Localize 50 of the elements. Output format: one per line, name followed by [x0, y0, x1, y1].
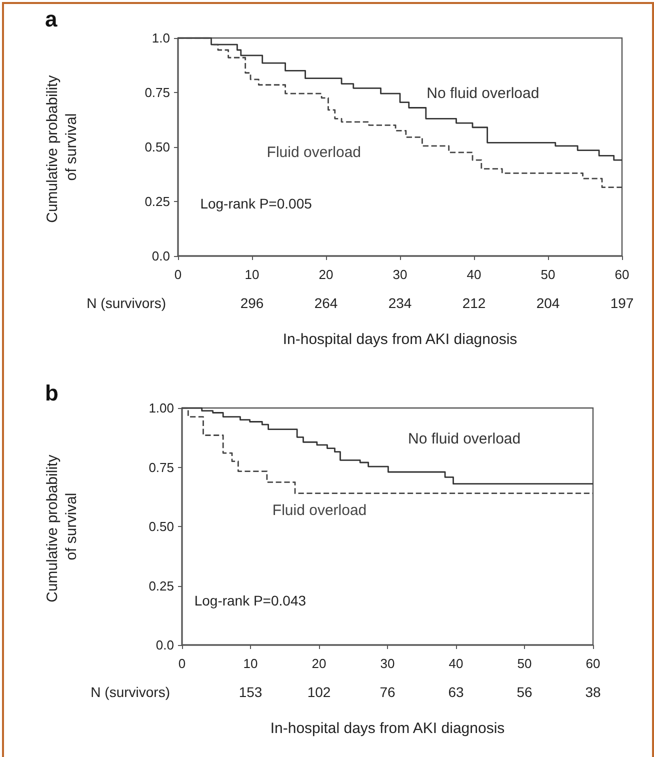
y-tick-label: 0.75: [144, 85, 170, 100]
series-label: Fluid overload: [272, 502, 367, 519]
x-tick-label: 0: [174, 267, 182, 282]
text: 197: [610, 295, 634, 311]
x-tick-label: 10: [243, 656, 258, 671]
annotation: Log-rank P=0.005: [200, 195, 312, 212]
chart-title: a: [45, 6, 58, 32]
y-tick-label: 0.75: [148, 460, 174, 475]
text: 296: [240, 295, 264, 311]
text: 102: [307, 684, 331, 700]
x-tick-label: 40: [448, 656, 464, 671]
y-tick-label: 1.00: [148, 400, 174, 416]
text: 38: [585, 684, 601, 700]
y-tick-label: 0.25: [148, 578, 174, 594]
text: 76: [380, 684, 396, 700]
text: 234: [388, 295, 412, 311]
y-tick-label: 0.50: [144, 140, 170, 154]
text: 153: [238, 684, 262, 700]
x-tick-label: 60: [586, 656, 600, 671]
x-tick-label: 50: [517, 656, 532, 671]
x-tick-label: 30: [380, 656, 395, 671]
y-tick-label: 0.50: [148, 519, 174, 534]
x-tick-label: 40: [466, 267, 482, 282]
x-tick-label: 10: [244, 267, 260, 282]
x-tick-label: 20: [312, 656, 326, 671]
text: N (survivors): [86, 295, 166, 311]
text: 212: [462, 295, 486, 311]
x-tick-label: 0: [178, 656, 186, 671]
x-tick-label: 20: [318, 267, 334, 282]
y-tick-label: 0.0: [156, 638, 174, 652]
x-tick-label: 30: [392, 267, 408, 282]
y-tick-label: 0.0: [152, 248, 170, 264]
text: 56: [516, 684, 532, 700]
x-axis-title: In-hospital days from AKI diagnosis: [270, 720, 505, 737]
y-axis-title: Cumulative probability of survival: [44, 71, 80, 223]
series-label: No fluid overload: [408, 430, 521, 448]
x-tick-label: 50: [540, 267, 556, 282]
series-label: Fluid overload: [266, 144, 362, 161]
text: 264: [314, 295, 338, 311]
series-label: No fluid overload: [426, 84, 540, 102]
y-tick-label: 1.0: [152, 30, 170, 46]
text: N (survivors): [90, 684, 170, 700]
x-tick-label: 60: [614, 267, 630, 282]
chart-title: b: [45, 380, 58, 406]
x-axis-title: In-hospital days from AKI diagnosis: [282, 331, 518, 348]
text: 63: [448, 684, 464, 700]
y-axis-title: Cumulative probability of survival: [44, 450, 80, 602]
y-tick-label: 0.25: [144, 194, 170, 209]
annotation: Log-rank P=0.043: [194, 592, 306, 608]
text: 204: [536, 295, 560, 311]
